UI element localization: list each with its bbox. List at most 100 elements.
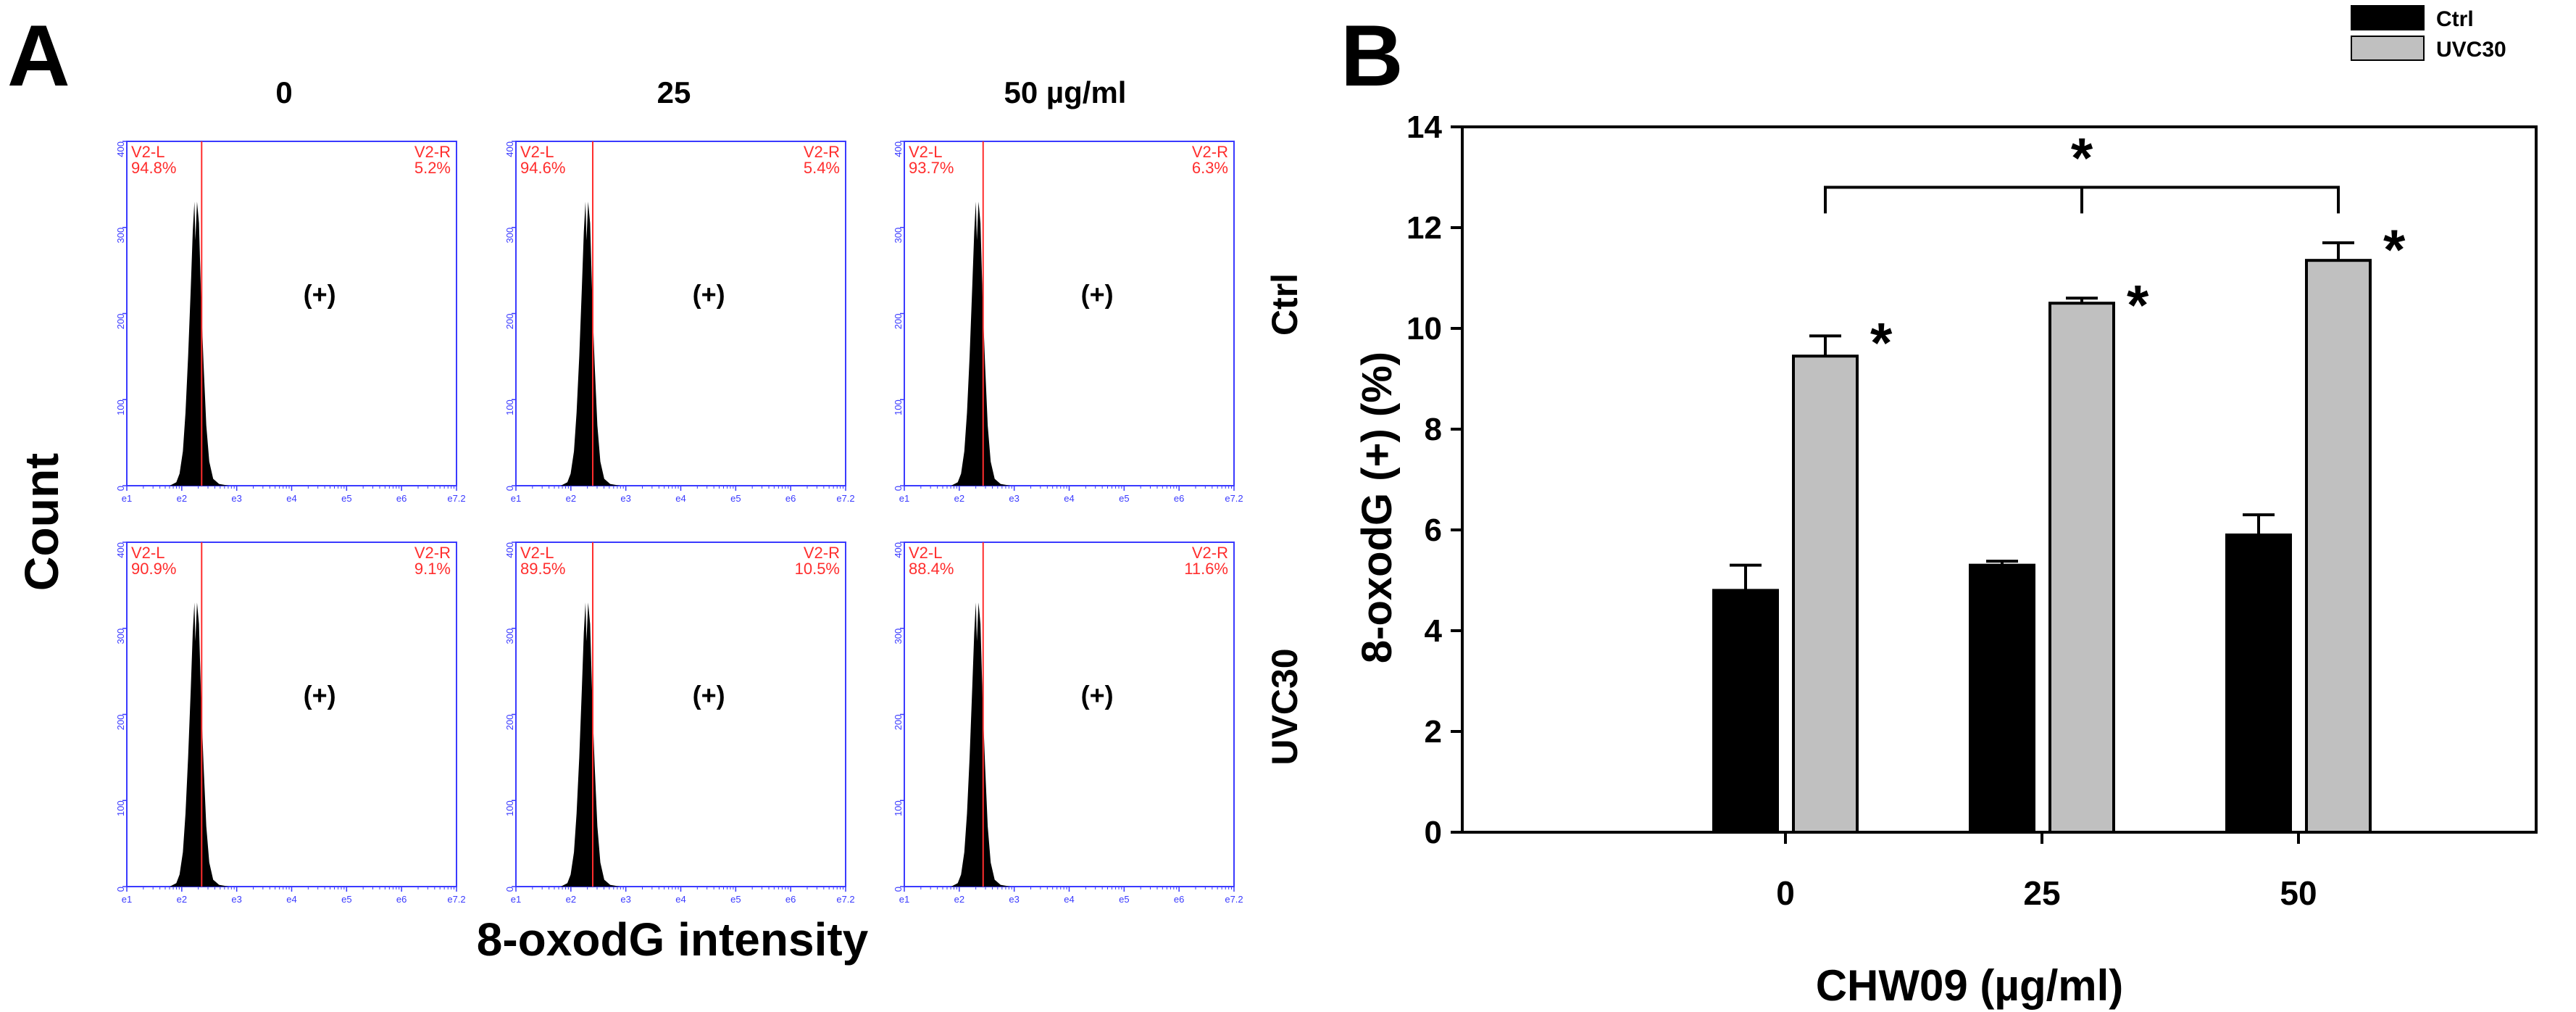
hist-x-tick-label: e6 <box>1174 894 1184 905</box>
positive-label: (+) <box>1081 279 1114 309</box>
hist-x-tick-label: e4 <box>1064 493 1074 504</box>
significance-star: * <box>2383 217 2406 281</box>
y-tick-label: 6 <box>1425 513 1442 548</box>
positive-label: (+) <box>693 680 725 710</box>
conc-label-0: 0 <box>275 75 292 109</box>
gate-left-pct: 90.9% <box>131 560 176 578</box>
y-tick-label: 0 <box>1425 815 1442 850</box>
histogram-frame <box>515 542 846 887</box>
positive-label: (+) <box>693 279 725 309</box>
gate-left-name: V2-L <box>909 544 942 562</box>
hist-x-tick-label: e3 <box>1009 894 1019 905</box>
hist-x-tick-label: e2 <box>954 493 964 504</box>
gate-left-name: V2-L <box>131 143 164 161</box>
gate-right-name: V2-R <box>414 143 451 161</box>
hist-y-tick-label: 400 <box>893 141 904 157</box>
panel-b-letter: B <box>1341 7 1404 104</box>
hist-y-tick-label: 0 <box>893 887 904 892</box>
hist-x-tick-label: e7.2 <box>836 894 854 905</box>
positive-label: (+) <box>304 279 336 309</box>
hist-x-tick-label: e5 <box>341 493 351 504</box>
hist-y-tick-label: 100 <box>504 399 515 415</box>
legend-swatch-ctrl <box>2351 5 2425 30</box>
hist-x-tick-label: e7.2 <box>1225 894 1243 905</box>
hist-x-tick-label: e5 <box>730 493 741 504</box>
histogram-shape <box>516 602 846 887</box>
gate-right-pct: 10.5% <box>795 560 840 578</box>
hist-x-tick-label: e1 <box>122 493 132 504</box>
gate-right-name: V2-R <box>414 544 451 562</box>
y-tick-label: 14 <box>1406 109 1442 145</box>
histogram-panel: 0 100 200 300 400 e1 e2 e3 e4 e5 e6 e7.2 V2-L89.5% V2… <box>504 542 855 905</box>
bar-x-axis-label: CHW09 (µg/ml) <box>1816 961 2124 1010</box>
bar-ctrl <box>2225 533 2292 834</box>
hist-y-tick-label: 100 <box>115 800 126 816</box>
hist-x-tick-label: e1 <box>899 894 909 905</box>
legend-label-uvc30: UVC30 <box>2436 38 2506 62</box>
hist-x-tick-label: e3 <box>231 493 241 504</box>
bar-uvc30 <box>2305 259 2372 834</box>
hist-x-tick-label: e2 <box>954 894 964 905</box>
intensity-axis-label: 8-oxodG intensity <box>477 913 869 966</box>
hist-y-tick-label: 300 <box>893 629 904 644</box>
hist-y-tick-label: 300 <box>504 228 515 244</box>
count-axis-label: Count <box>14 453 68 592</box>
significance-star: * <box>2127 273 2149 336</box>
histogram-panel: 0 100 200 300 400 e1 e2 e3 e4 e5 e6 e7.2 V2-L94.6% V2… <box>504 141 855 504</box>
hist-y-tick-label: 100 <box>115 399 126 415</box>
gate-right-name: V2-R <box>1192 143 1228 161</box>
gate-right-pct: 6.3% <box>1192 159 1228 177</box>
hist-x-tick-label: e4 <box>1064 894 1074 905</box>
hist-y-tick-label: 400 <box>893 542 904 558</box>
hist-y-tick-label: 100 <box>893 399 904 415</box>
hist-y-tick-label: 400 <box>115 542 126 558</box>
gate-left-name: V2-L <box>520 544 554 562</box>
hist-y-tick-label: 300 <box>504 629 515 644</box>
histogram-panel: 0 100 200 300 400 e1 e2 e3 e4 e5 e6 e7.2 V2-L88.4% V2… <box>893 542 1243 905</box>
hist-y-tick-label: 300 <box>115 228 126 244</box>
y-tick-label: 8 <box>1425 412 1442 447</box>
conc-label-50: 50 µg/ml <box>1004 75 1127 109</box>
hist-x-tick-label: e4 <box>286 493 296 504</box>
legend-label-ctrl: Ctrl <box>2436 7 2474 31</box>
legend: Ctrl UVC30 <box>2351 5 2506 62</box>
hist-x-tick-label: e7.2 <box>836 493 854 504</box>
significance-star: * <box>1870 310 1893 374</box>
hist-x-tick-label: e3 <box>231 894 241 905</box>
positive-label: (+) <box>304 680 336 710</box>
hist-x-tick-label: e7.2 <box>447 894 465 905</box>
hist-y-tick-label: 400 <box>504 141 515 157</box>
bar-uvc30 <box>2048 302 2115 834</box>
hist-y-tick-label: 400 <box>504 542 515 558</box>
bar-ctrl <box>1969 563 2035 834</box>
bar-uvc30 <box>1792 354 1859 834</box>
x-tick-label: 0 <box>1776 874 1795 912</box>
bracket-star: * <box>2071 125 2093 189</box>
gate-left-name: V2-L <box>131 544 164 562</box>
hist-y-tick-label: 300 <box>893 228 904 244</box>
gate-left-pct: 94.8% <box>131 159 176 177</box>
panel-b: B Ctrl UVC30 0 2 4 6 8 10 12 14 0 * 25 * 50 * * 8-oxod… <box>1341 5 2538 1010</box>
histogram-shape <box>127 602 457 887</box>
hist-x-tick-label: e5 <box>341 894 351 905</box>
panel-a-letter: A <box>7 7 70 104</box>
hist-x-tick-label: e3 <box>1009 493 1019 504</box>
hist-x-tick-label: e1 <box>899 493 909 504</box>
hist-x-tick-label: e3 <box>620 493 630 504</box>
gate-right-name: V2-R <box>1192 544 1228 562</box>
gate-right-pct: 5.4% <box>804 159 840 177</box>
hist-y-tick-label: 0 <box>504 486 515 491</box>
hist-x-tick-label: e4 <box>675 493 685 504</box>
legend-swatch-uvc30 <box>2351 36 2425 61</box>
hist-x-tick-label: e1 <box>122 894 132 905</box>
hist-x-tick-label: e5 <box>730 894 741 905</box>
row-label-uvc30: UVC30 <box>1264 648 1305 765</box>
gate-right-pct: 9.1% <box>414 560 451 578</box>
hist-y-tick-label: 200 <box>115 314 126 330</box>
hist-x-tick-label: e4 <box>286 894 296 905</box>
hist-y-tick-label: 200 <box>504 715 515 731</box>
gate-right-name: V2-R <box>804 143 840 161</box>
gate-left-pct: 88.4% <box>909 560 954 578</box>
hist-y-tick-label: 400 <box>115 141 126 157</box>
